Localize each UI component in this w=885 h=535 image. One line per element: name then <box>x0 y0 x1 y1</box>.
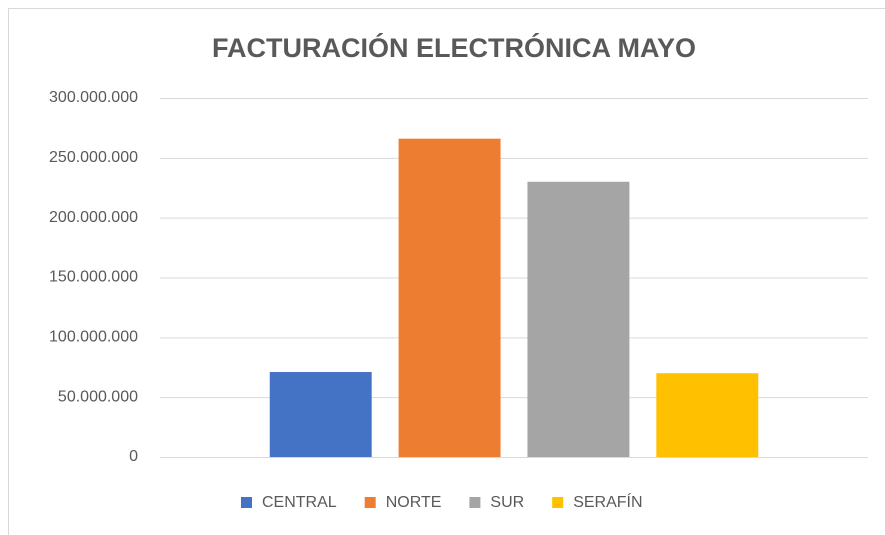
legend-label: SUR <box>490 494 524 511</box>
bar <box>656 373 759 457</box>
bar <box>269 372 372 457</box>
legend-swatch <box>364 497 376 508</box>
legend-label: SERAFÍN <box>573 492 642 511</box>
legend-label: CENTRAL <box>262 494 337 511</box>
legend-swatch <box>469 497 481 508</box>
chart-title: FACTURACIÓN ELECTRÓNICA MAYO <box>212 32 696 63</box>
y-tick-label: 100.000.000 <box>49 329 138 346</box>
y-tick-label: 150.000.000 <box>49 269 138 286</box>
y-tick-label: 300.000.000 <box>49 89 138 106</box>
legend-label: NORTE <box>386 494 442 511</box>
y-tick-label: 250.000.000 <box>49 149 138 166</box>
y-tick-label: 50.000.000 <box>58 388 138 405</box>
legend-swatch <box>552 497 564 508</box>
legend-swatch <box>241 497 252 508</box>
bar <box>527 181 630 457</box>
y-tick-label: 0 <box>129 448 138 465</box>
bar <box>398 138 501 458</box>
y-tick-label: 200.000.000 <box>49 209 138 226</box>
